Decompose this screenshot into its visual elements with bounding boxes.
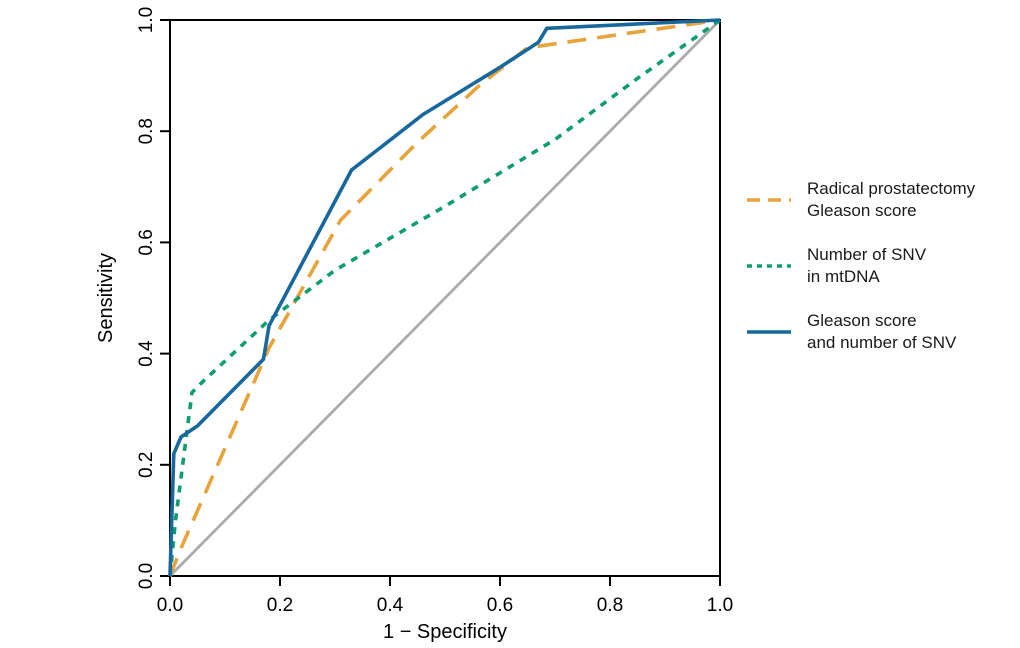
legend-label-line: Number of SNV [807,244,927,264]
x-tick-label: 0.4 [377,595,404,616]
legend-label-line: Radical prostatectomy [807,179,976,198]
legend-line-sample-snv-mtdna [747,264,791,269]
y-tick-label: 0.4 [136,340,157,367]
chart-legend: Radical prostatectomy Gleason score Numb… [746,178,975,355]
legend-label-line: Gleason score [807,310,917,330]
legend-label-line: in mtDNA [807,267,880,287]
x-tick-label: 0.6 [487,595,513,616]
legend-label: Radical prostatectomy Gleason score [807,178,975,223]
y-tick-label: 0.6 [136,229,157,255]
legend-label-line: Gleason score [807,201,917,221]
x-tick-label: 0.8 [597,595,623,616]
legend-line-sample-combined [747,330,791,334]
legend-label: Number of SNV in mtDNA [807,244,926,289]
y-tick-label: 1.0 [136,7,157,33]
legend-entry-snv-mtdna: Number of SNV in mtDNA [746,244,975,289]
y-tick-label: 0.8 [136,118,157,144]
plot-box [169,19,721,577]
x-axis-title: 1 − Specificity [383,621,507,643]
x-tick-label: 1.0 [707,595,733,616]
x-tick-label: 0.0 [157,595,183,616]
y-tick-label: 0.0 [136,563,157,589]
legend-label-line: and number of SNV [807,333,957,353]
y-tick-label: 0.2 [136,452,157,478]
legend-line-sample-gleason-score [747,198,791,203]
legend-entry-combined: Gleason score and number of SNV [746,310,975,355]
roc-curve-2 [168,18,721,577]
legend-entry-gleason-score: Radical prostatectomy Gleason score [746,178,975,223]
legend-label: Gleason score and number of SNV [807,310,956,355]
y-axis-title: Sensitivity [95,253,117,343]
x-tick-label: 0.2 [267,595,293,616]
reference-diagonal [169,19,721,577]
